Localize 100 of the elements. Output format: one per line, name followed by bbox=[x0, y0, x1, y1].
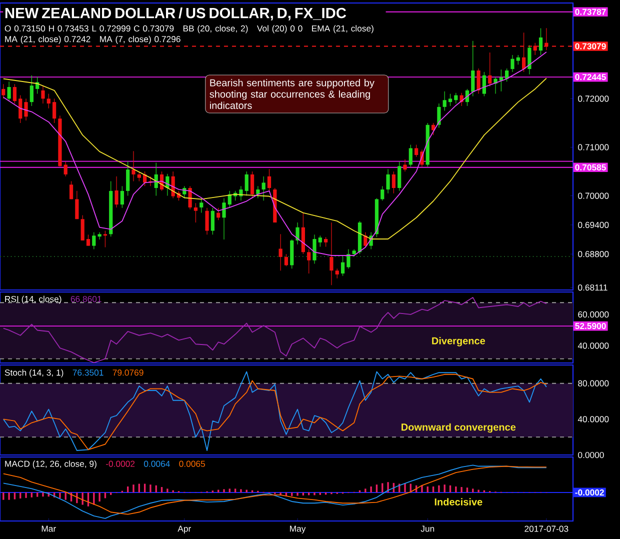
annotation: Vol (20) 0 0 bbox=[256, 25, 302, 34]
candlestick bbox=[318, 235, 322, 248]
candlestick bbox=[210, 208, 214, 235]
candlestick bbox=[12, 84, 17, 104]
candlestick bbox=[476, 68, 480, 94]
candlestick bbox=[284, 254, 288, 267]
candlestick bbox=[120, 186, 124, 208]
x-tick-label: Mar bbox=[42, 526, 56, 532]
y-tick-label: 0.72000 bbox=[578, 96, 609, 102]
candlestick bbox=[250, 171, 254, 199]
candlestick bbox=[114, 176, 118, 208]
candlestick bbox=[324, 236, 328, 248]
candlestick bbox=[296, 222, 300, 245]
x-tick-label: 2017-07-03 bbox=[524, 526, 568, 532]
candlestick bbox=[262, 176, 266, 201]
candlestick bbox=[205, 208, 209, 235]
text: -0.0002 bbox=[575, 489, 604, 496]
candlestick bbox=[380, 186, 384, 201]
y-tick-label: 40.0000 bbox=[578, 342, 609, 349]
candlestick bbox=[64, 161, 68, 177]
candlestick bbox=[538, 28, 543, 56]
candlestick bbox=[330, 222, 334, 286]
chart-title: NEW ZEALAND DOLLAR / US DOLLAR, D, FX_IDC bbox=[5, 7, 346, 20]
candlestick bbox=[533, 42, 537, 56]
y-tick-label: 0.0000 bbox=[578, 452, 604, 458]
candlestick bbox=[510, 54, 514, 72]
annotation: Divergence bbox=[432, 337, 486, 346]
candlestick bbox=[414, 144, 418, 158]
candlestick bbox=[137, 171, 141, 182]
ref-line-label: 52.5900 bbox=[575, 322, 606, 330]
chart-title: RSI (14, close) bbox=[5, 296, 62, 304]
candlestick bbox=[92, 232, 96, 250]
annotation: MA (7, close) 0.7296 bbox=[100, 36, 180, 44]
annotation: MA (21, close) 0.7242 bbox=[5, 36, 90, 44]
y-tick-label: 0.68800 bbox=[578, 251, 609, 258]
candlestick bbox=[544, 28, 548, 50]
candlestick bbox=[454, 92, 458, 104]
y-tick-label: 40.0000 bbox=[578, 416, 609, 422]
annotation: 79.0769 bbox=[112, 370, 144, 376]
annotation: O 0.73150 H 0.73453 L 0.72999 C 0.73079 bbox=[4, 25, 174, 32]
candlestick bbox=[528, 44, 532, 75]
candlestick bbox=[448, 94, 452, 106]
annotation: 66.8601 bbox=[70, 296, 102, 302]
candlestick bbox=[442, 91, 446, 112]
candlestick bbox=[392, 171, 396, 194]
candlestick bbox=[194, 202, 198, 223]
ref-line-label: 0.73079 bbox=[575, 43, 606, 50]
ref-line-label: 0.72445 bbox=[575, 74, 606, 80]
candlestick bbox=[386, 168, 390, 194]
candlestick bbox=[103, 230, 108, 248]
candlestick bbox=[222, 198, 226, 240]
annotation: 0.0064 bbox=[144, 460, 170, 467]
chart-title: Stoch (14, 3, 1) bbox=[4, 369, 64, 378]
candlestick bbox=[267, 168, 272, 192]
annotation: Indecisive bbox=[434, 498, 482, 506]
candlestick bbox=[98, 232, 102, 240]
ref-line-label: 0.73787 bbox=[575, 8, 606, 15]
candlestick bbox=[408, 144, 412, 167]
y-tick-label: 0.70000 bbox=[578, 192, 609, 199]
candlestick bbox=[7, 81, 11, 102]
annotation: EMA (21, close) bbox=[312, 25, 374, 34]
candlestick bbox=[522, 32, 526, 72]
candlestick bbox=[516, 54, 520, 65]
annotation: 0.0065 bbox=[179, 460, 205, 467]
y-tick-label: 60.0000 bbox=[578, 311, 609, 318]
candlestick bbox=[307, 248, 311, 274]
candlestick bbox=[437, 103, 441, 128]
candlestick bbox=[244, 171, 248, 196]
y-tick-label: 0.68111 bbox=[578, 284, 608, 291]
candlestick bbox=[335, 268, 339, 279]
candlestick bbox=[346, 248, 350, 269]
candlestick bbox=[18, 94, 22, 124]
line-series bbox=[2, 296, 547, 364]
candlestick bbox=[46, 94, 50, 109]
candlestick bbox=[278, 234, 282, 271]
candlestick bbox=[132, 150, 136, 182]
candlestick bbox=[24, 98, 28, 121]
annotation: BB (20, close, 2) bbox=[183, 25, 248, 34]
annotation: Bearish sentiments are supported by shooting star occurrences & leading indicators bbox=[210, 79, 374, 110]
x-tick-label: Apr bbox=[178, 526, 191, 534]
candlestick bbox=[2, 84, 6, 99]
candlestick bbox=[312, 234, 316, 264]
annotation: Downward convergence bbox=[402, 423, 516, 433]
candlestick bbox=[30, 75, 34, 106]
candlestick bbox=[239, 186, 243, 201]
y-tick-label: 0.69400 bbox=[578, 222, 609, 228]
candlestick bbox=[80, 214, 84, 241]
candlestick bbox=[75, 190, 79, 220]
ref-line-label: 0.70585 bbox=[575, 164, 606, 170]
candlestick bbox=[69, 180, 74, 200]
candlestick bbox=[340, 256, 345, 276]
y-tick-label: 80.0000 bbox=[578, 380, 609, 386]
candlestick bbox=[403, 159, 407, 172]
candlestick bbox=[216, 208, 220, 220]
y-tick-label: 0.71000 bbox=[578, 144, 609, 150]
annotation: -0.0002 bbox=[106, 460, 135, 467]
annotation: 76.3501 bbox=[72, 370, 104, 376]
candlestick bbox=[488, 52, 492, 87]
candlestick bbox=[126, 161, 130, 196]
candlestick bbox=[398, 161, 402, 192]
